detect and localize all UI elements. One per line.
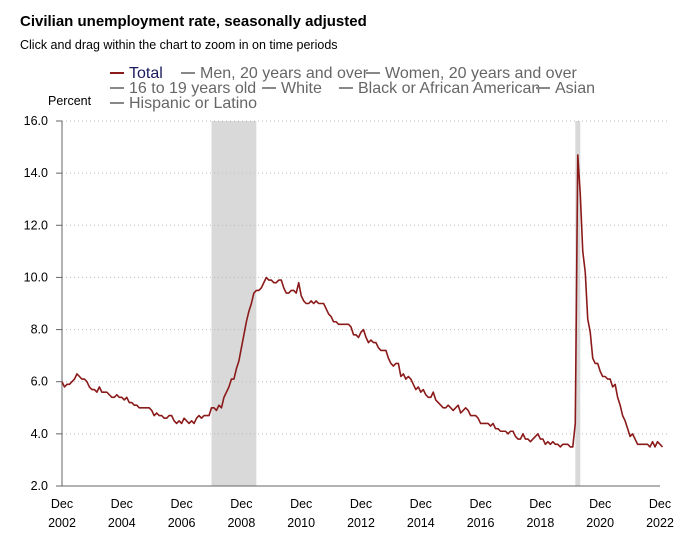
y-tick-labels: 2.0 4.0 6.0 8.0 10.0 12.0 14.0 16.0 [24,114,48,493]
x-tick-label-month: Dec [111,497,133,511]
legend-swatch [110,101,124,104]
legend-label: Total [129,65,163,82]
x-tick-label-year: 2010 [287,516,315,530]
y-tick-label: 4.0 [31,427,48,441]
legend-item-white[interactable]: White [262,80,322,98]
y-tick-label: 6.0 [31,375,48,389]
x-tick-label-year: 2008 [227,516,255,530]
legend-swatch [110,86,124,89]
legend-item-hispanic-or-latino[interactable]: Hispanic or Latino [110,95,257,113]
x-tick-label-year: 2002 [48,516,76,530]
x-tick-label-month: Dec [589,497,611,511]
legend-swatch [110,71,124,74]
recession-shading-layer [211,121,581,486]
legend-label: 16 to 19 years old [129,80,257,97]
legend-swatch [339,86,353,89]
chart-subtitle: Click and drag within the chart to zoom … [20,38,338,52]
legend-label: Women, 20 years and over [385,65,577,82]
x-tick-label-month: Dec [529,497,551,511]
legend-swatch [366,71,380,74]
x-tick-label-year: 2020 [586,516,614,530]
x-tick-label-month: Dec [230,497,252,511]
x-tick-label-month: Dec [410,497,432,511]
x-tick-label-year: 2012 [347,516,375,530]
legend-label: Hispanic or Latino [129,95,258,112]
axis-layer [61,121,660,487]
x-tick-label-month: Dec [469,497,491,511]
y-tick-label: 16.0 [24,114,48,128]
legend-label: Men, 20 years and over [200,65,369,82]
y-tick-label: 14.0 [24,166,48,180]
legend-item-men-20-and-over[interactable]: Men, 20 years and over [181,65,368,83]
legend-item-16-to-19[interactable]: 16 to 19 years old [110,80,256,98]
x-tick-label-month: Dec [649,497,671,511]
x-tick-label-month: Dec [290,497,312,511]
x-tick-labels: Dec 2002 Dec 2004 Dec 2006 Dec 2008 Dec 2010 Dec 20… [48,497,674,530]
legend-item-total[interactable]: Total [110,65,163,83]
y-axis-label: Percent [48,94,92,108]
x-tick-label-year: 2006 [168,516,196,530]
legend-swatch [181,71,195,74]
series-layer [61,154,664,448]
legend-item-women-20-and-over[interactable]: Women, 20 years and over [366,65,577,83]
x-tick-label-month: Dec [170,497,192,511]
legend-label: Asian [555,80,596,97]
y-tick-label: 2.0 [31,479,48,493]
y-tick-label: 10.0 [24,270,48,284]
chart-title: Civilian unemployment rate, seasonally a… [20,13,367,30]
y-tick-label: 12.0 [24,218,48,232]
x-tick-label-year: 2018 [526,516,554,530]
x-tick-label-month: Dec [51,497,73,511]
legend-label: Black or African American [358,80,541,97]
y-tick-label: 8.0 [31,323,48,337]
x-tick-label-month: Dec [350,497,372,511]
x-tick-label-year: 2022 [646,516,674,530]
x-tick-label-year: 2004 [108,516,136,530]
legend-swatch [536,86,550,89]
recession-band [211,121,257,486]
grid-layer [56,120,670,487]
legend-item-black-or-african-american[interactable]: Black or African American [339,80,540,98]
legend-label: White [281,80,322,97]
legend-swatch [262,86,276,89]
legend-item-asian[interactable]: Asian [536,80,595,98]
series-line-total [61,154,664,448]
x-tick-label-year: 2014 [407,516,435,530]
recession-band [575,121,581,486]
x-tick-label-year: 2016 [467,516,495,530]
